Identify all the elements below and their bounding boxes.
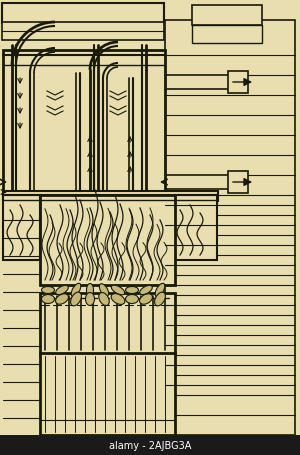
Ellipse shape <box>86 284 94 297</box>
Ellipse shape <box>41 287 55 294</box>
Bar <box>165 76 230 90</box>
Bar <box>3 196 40 260</box>
Bar <box>40 196 175 285</box>
Ellipse shape <box>70 293 81 306</box>
Ellipse shape <box>140 294 152 304</box>
Bar <box>2 23 164 41</box>
Ellipse shape <box>99 284 109 297</box>
Bar <box>3 51 165 196</box>
Bar <box>2 4 164 24</box>
Bar <box>40 293 175 355</box>
Text: alamy - 2AJBG3A: alamy - 2AJBG3A <box>109 440 191 450</box>
Ellipse shape <box>125 287 139 294</box>
Ellipse shape <box>56 294 68 304</box>
Ellipse shape <box>71 283 81 297</box>
Bar <box>0 435 300 455</box>
Bar <box>228 72 248 94</box>
Ellipse shape <box>99 293 109 306</box>
Ellipse shape <box>140 286 152 295</box>
Bar <box>40 353 175 435</box>
Bar <box>228 172 248 193</box>
Ellipse shape <box>111 294 125 305</box>
Bar <box>192 6 262 26</box>
Ellipse shape <box>85 293 94 306</box>
Bar <box>175 196 217 260</box>
Ellipse shape <box>125 295 139 304</box>
Bar <box>165 176 230 190</box>
Ellipse shape <box>154 293 165 306</box>
Ellipse shape <box>41 295 55 304</box>
Bar <box>3 192 218 202</box>
Ellipse shape <box>155 283 165 297</box>
Bar <box>165 21 295 435</box>
Ellipse shape <box>111 286 125 295</box>
Bar <box>192 26 262 44</box>
Ellipse shape <box>56 286 68 295</box>
